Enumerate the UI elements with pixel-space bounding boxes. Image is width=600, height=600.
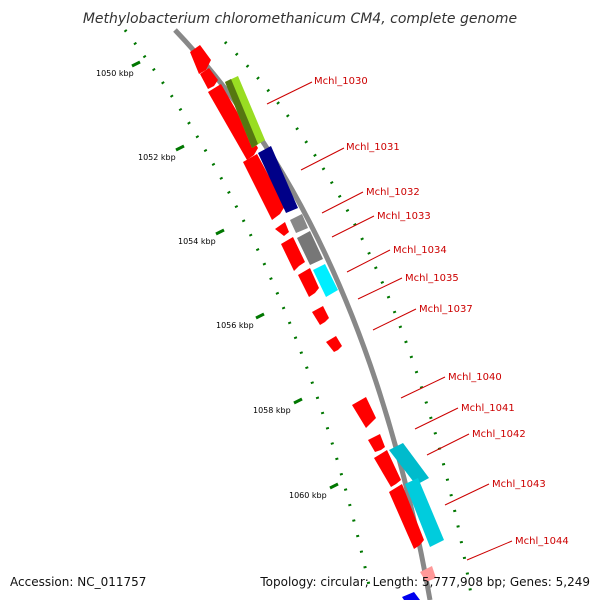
gene-feature [225,79,258,148]
gene-feature [275,222,289,236]
gene-feature [208,84,258,160]
gene-feature [313,264,338,297]
accession-text: Accession: NC_011757 [10,575,146,589]
gene-label[interactable]: Mchl_1042 [472,429,526,440]
gene-label[interactable]: Mchl_1040 [448,372,502,383]
gene-label-group: Mchl_1041 [414,403,515,430]
gene-label-group: Mchl_1034 [346,245,447,273]
map-title: Methylobacterium chloromethanicum CM4, c… [83,11,517,27]
tick-label: 1054 kbp [178,237,216,246]
ruler-tick: 1060 kbp [289,482,339,500]
gene-feature [281,237,305,271]
ruler-tick: 1056 kbp [216,312,265,330]
gene-label-group: Mchl_1035 [357,273,459,300]
gene-label[interactable]: Mchl_1035 [405,273,459,284]
tick-label: 1050 kbp [96,69,134,78]
genome-backbone [173,28,433,600]
gene-label-group: Mchl_1030 [266,76,368,105]
gene-label-group: Mchl_1033 [331,211,431,238]
ruler-track-inner [223,40,474,600]
gene-label[interactable]: Mchl_1031 [346,142,400,153]
ruler-tick: 1050 kbp [96,60,141,78]
gene-label[interactable]: Mchl_1044 [515,536,569,547]
gene-feature [389,484,424,549]
gene-label[interactable]: Mchl_1037 [419,304,473,315]
gene-feature [190,45,211,74]
gene-feature [312,306,329,325]
gene-label[interactable]: Mchl_1030 [314,76,368,87]
ruler-tick: 1054 kbp [178,228,225,246]
gene-feature [298,268,319,297]
gene-label[interactable]: Mchl_1033 [377,211,431,222]
gene-feature [290,214,308,233]
gene-feature [374,450,401,487]
gene-label-group: Mchl_1040 [400,372,502,399]
gene-label-group: Mchl_1044 [466,536,569,561]
gene-label-group: Mchl_1042 [426,429,526,456]
gene-feature [200,68,218,89]
tick-label: 1058 kbp [253,406,291,415]
gene-label[interactable]: Mchl_1034 [393,245,447,256]
genome-summary-text: Topology: circular; Length: 5,777,908 bp… [259,575,590,589]
ruler-tick: 1052 kbp [138,144,185,162]
gene-label-group: Mchl_1043 [444,479,546,506]
tick-label: 1052 kbp [138,153,176,162]
gene-label-group: Mchl_1032 [321,187,420,214]
gene-label[interactable]: Mchl_1043 [492,479,546,490]
gene-label[interactable]: Mchl_1041 [461,403,515,414]
gene-feature [405,478,444,547]
gene-feature [389,443,429,485]
ruler-tick: 1058 kbp [253,397,303,415]
gene-feature [326,336,342,352]
gene-feature [297,231,323,265]
gene-label[interactable]: Mchl_1032 [366,187,420,198]
gene-feature [420,566,436,582]
gene-feature [258,146,298,213]
gene-feature [368,434,385,452]
gene-label-group: Mchl_1031 [300,142,400,171]
ruler-track-outer [123,29,372,591]
gene-feature [243,154,285,220]
tick-label: 1056 kbp [216,321,254,330]
gene-label-group: Mchl_1037 [372,304,473,331]
gene-feature [352,397,376,428]
gene-feature [402,592,420,600]
tick-label: 1060 kbp [289,491,327,500]
